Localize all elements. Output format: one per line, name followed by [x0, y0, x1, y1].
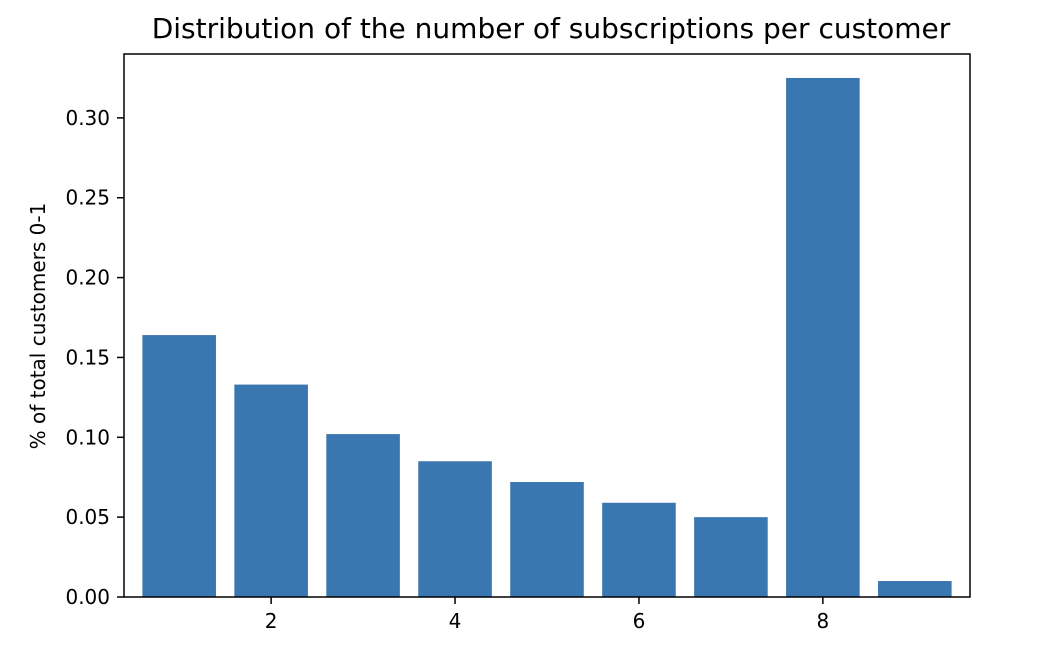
bar-6	[602, 502, 676, 597]
bar-9	[878, 581, 952, 597]
y-tick-label: 0.20	[65, 266, 110, 290]
chart-title: Distribution of the number of subscripti…	[152, 12, 951, 45]
bar-7	[694, 517, 768, 597]
y-axis: 0.00 0.05 0.10 0.15 0.20 0.25 0.30	[65, 106, 124, 609]
bar-8	[786, 77, 860, 597]
y-tick-label: 0.10	[65, 425, 110, 449]
y-axis-label: % of total customers 0-1	[26, 203, 50, 450]
y-tick-label: 0.05	[65, 505, 110, 529]
bar-1	[142, 335, 216, 597]
x-tick-label: 6	[633, 609, 646, 633]
plot-frame	[123, 53, 971, 598]
bar-3	[326, 434, 400, 597]
y-tick-label: 0.15	[65, 345, 110, 369]
x-tick-label: 8	[817, 609, 830, 633]
x-tick-label: 4	[449, 609, 462, 633]
bars-group	[142, 77, 952, 597]
y-tick-label: 0.30	[65, 106, 110, 130]
x-tick-label: 2	[265, 609, 278, 633]
y-tick-label: 0.00	[65, 585, 110, 609]
y-tick-label: 0.25	[65, 186, 110, 210]
bar-5	[510, 482, 584, 597]
bar-4	[418, 461, 492, 597]
bar-2	[234, 384, 308, 597]
x-axis: 2 4 6 8	[265, 597, 829, 633]
